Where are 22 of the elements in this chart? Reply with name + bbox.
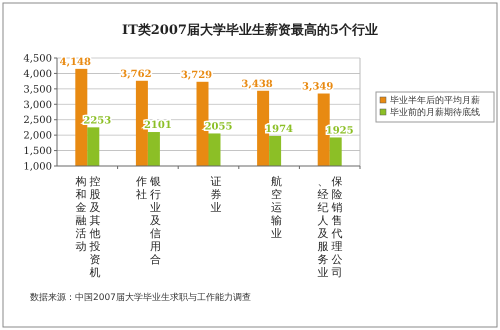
legend-label: 毕业前的月薪期待底线	[390, 107, 480, 118]
y-tick-label: 1,000	[23, 162, 52, 172]
chart-title: IT类2007届大学毕业生薪资最高的5个行业	[122, 22, 378, 38]
y-tick-label: 4,000	[23, 68, 52, 80]
y-tick-label: 2,000	[23, 130, 52, 142]
data-label: 4,148	[60, 56, 91, 68]
y-tick-label: 3,500	[23, 84, 52, 96]
legend-label: 毕业半年后的平均月薪	[390, 95, 480, 106]
data-label: 3,349	[302, 82, 334, 93]
y-tick-label: 2,500	[23, 115, 52, 126]
category-label: 保险销售代理公司、经纪人及服务业	[318, 175, 343, 279]
x-tick-label: 证券业	[210, 175, 222, 216]
category-label: 银行业及信用合作社	[136, 175, 161, 266]
x-tick-label: 航空运输业	[270, 175, 282, 242]
source-note: 数据来源：中国2007届大学毕业生求职与工作能力调查	[30, 292, 251, 303]
category-label: 控股及其他投资机构和金融活动	[75, 175, 100, 279]
y-tick-label: 3,000	[23, 100, 52, 111]
data-label: 3,729	[180, 70, 212, 81]
y-tick-label: 4,500	[23, 54, 52, 64]
y-tick-label: 1,500	[23, 146, 52, 158]
data-label: 3,762	[120, 68, 152, 80]
data-label: 3,438	[241, 78, 273, 90]
